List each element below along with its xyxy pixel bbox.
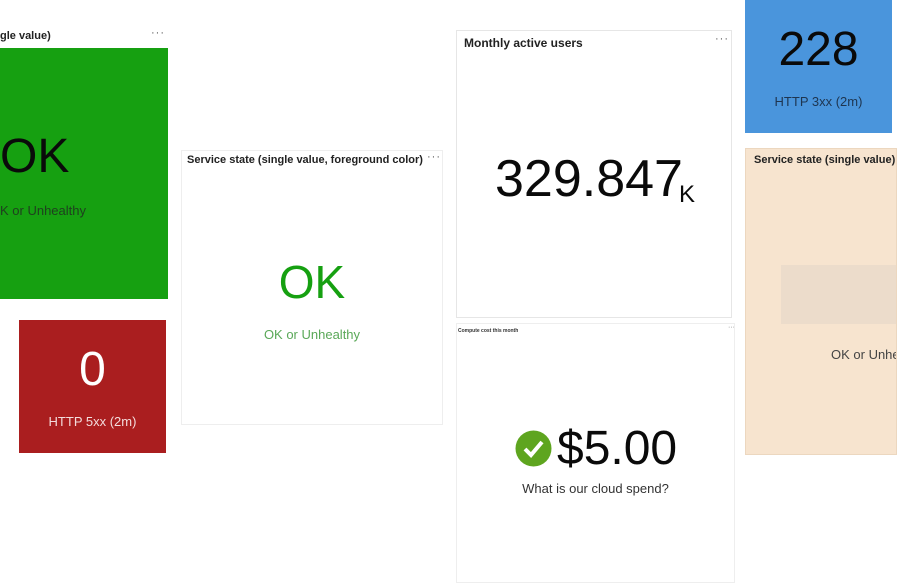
tile-blue: 228 HTTP 3xx (2m) — [745, 0, 892, 133]
tile-cost: Compute cost this month ··· $5.00 What i… — [456, 323, 735, 583]
tile-value: OK — [278, 256, 346, 308]
tile-value: 228 — [778, 23, 859, 76]
tile-title: Service state (single value) — [754, 154, 896, 166]
tile-subtitle: HTTP 3xx (2m) — [774, 94, 863, 109]
tile-value: 0 — [79, 343, 106, 396]
tile-green: gle value) ··· OK K or Unhealthy — [0, 27, 168, 299]
check-icon — [515, 430, 552, 467]
tile-subtitle: HTTP 5xx (2m) — [48, 414, 137, 429]
tile-menu[interactable]: ··· — [151, 27, 165, 39]
tile-subtitle: OK or Unhe — [831, 347, 897, 362]
tile-value: 329.847 — [495, 150, 683, 208]
placeholder — [781, 265, 896, 324]
tile-users: Monthly active users ··· 329.847 K — [456, 30, 732, 318]
tile-subtitle: K or Unhealthy — [0, 203, 86, 218]
tile-menu[interactable]: ··· — [715, 33, 729, 45]
tile-body — [0, 48, 168, 299]
tile-title: Compute cost this month — [458, 328, 519, 334]
tile-peach: Service state (single value) OK or Unhe — [745, 148, 897, 455]
tile-subtitle: OK or Unhealthy — [263, 327, 361, 342]
tile-title: Service state (single value, foreground … — [187, 154, 423, 166]
tile-value: $5.00 — [557, 422, 678, 475]
tile-unit: K — [679, 181, 696, 208]
tile-menu[interactable]: ··· — [728, 324, 735, 331]
tile-title: gle value) — [0, 30, 51, 42]
tile-menu[interactable]: ··· — [427, 151, 441, 163]
tile-title: Monthly active users — [464, 36, 583, 50]
tile-foreground: Service state (single value, foreground … — [181, 150, 443, 425]
tile-red: 0 HTTP 5xx (2m) — [19, 320, 166, 453]
tile-subtitle: What is our cloud spend? — [522, 481, 669, 496]
tile-value: OK — [0, 130, 70, 183]
